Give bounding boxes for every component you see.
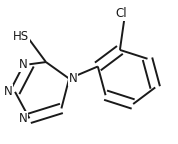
Text: N: N bbox=[19, 58, 27, 71]
Text: Cl: Cl bbox=[115, 7, 127, 20]
Text: N: N bbox=[19, 112, 27, 125]
Text: N: N bbox=[4, 85, 12, 98]
Text: N: N bbox=[69, 72, 77, 85]
Text: HS: HS bbox=[12, 30, 29, 43]
